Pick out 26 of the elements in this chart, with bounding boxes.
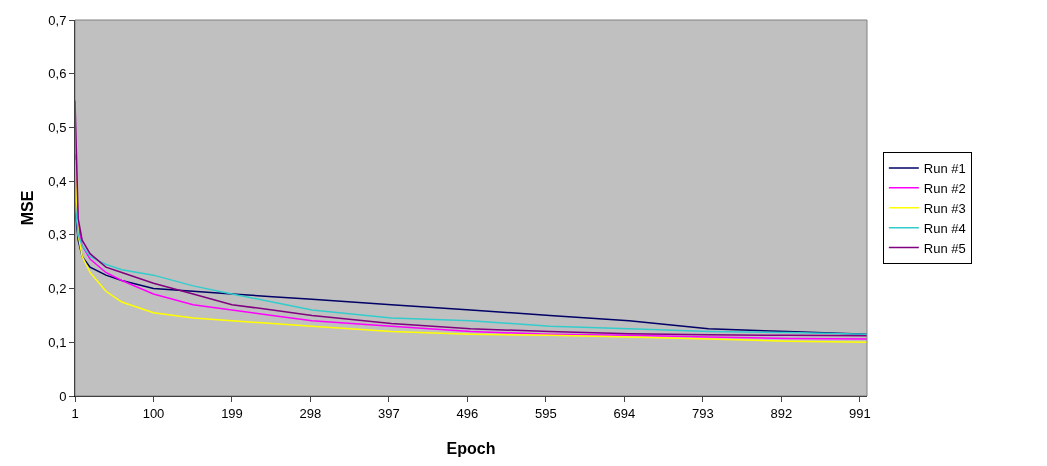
y-axis-title: MSE [19,190,36,226]
y-tick-label: 0,2 [48,281,67,297]
y-tick-label: 0,5 [48,119,67,135]
legend-label: Run #2 [923,180,966,196]
legend-label: Run #1 [923,161,966,177]
y-tick-label: 0,3 [48,227,67,243]
x-tick-label: 892 [770,405,793,421]
x-axis-title: Epoch [446,440,496,457]
x-tick-label: 1 [71,405,79,421]
x-tick-label: 595 [535,405,557,421]
y-tick-label: 0,6 [48,66,67,82]
x-tick-label: 199 [221,405,243,421]
y-tick-label: 0,7 [48,12,67,28]
x-tick-label: 496 [456,405,479,421]
legend-label: Run #4 [923,220,966,236]
y-tick-label: 0,4 [48,173,67,189]
x-tick-label: 100 [142,405,165,421]
x-tick-label: 694 [613,405,636,421]
y-tick-label: 0 [59,388,67,404]
x-tick-label: 793 [692,405,714,421]
y-tick-label: 0,1 [48,334,67,350]
legend-label: Run #3 [923,200,966,216]
x-tick-label: 397 [378,405,400,421]
legend-label: Run #5 [923,240,966,256]
x-tick-label: 991 [849,405,871,421]
x-tick-label: 298 [299,405,322,421]
